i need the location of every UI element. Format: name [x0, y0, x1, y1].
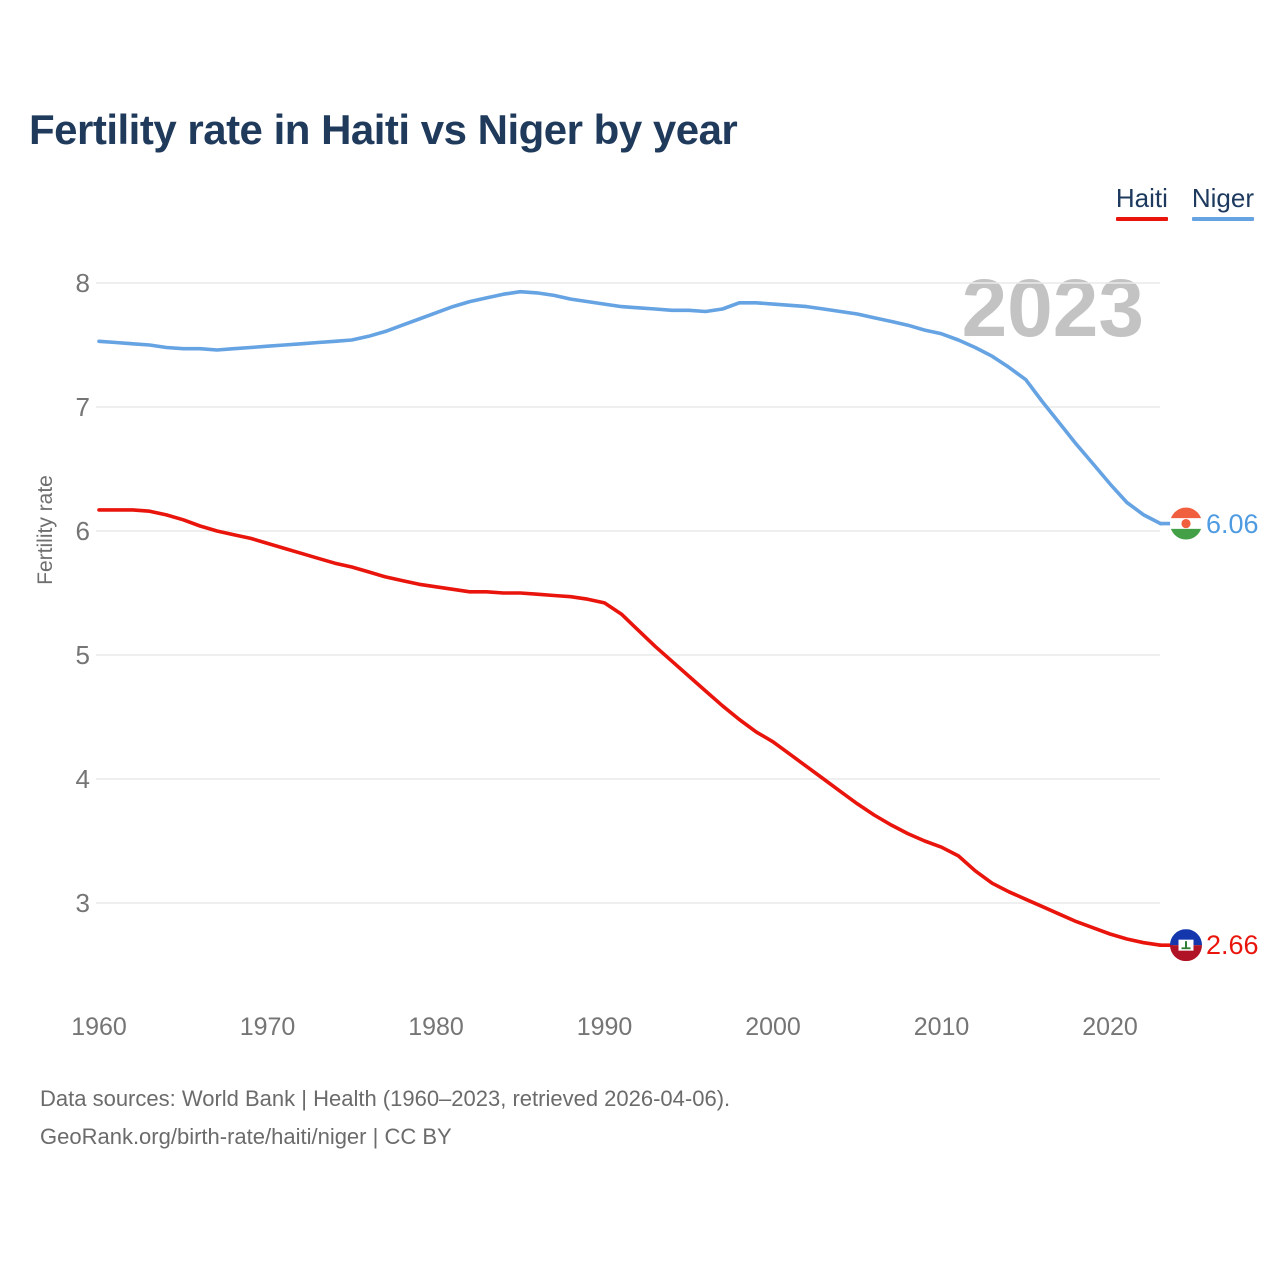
x-tick-1990: 1990: [576, 1013, 633, 1041]
series-line-haiti[interactable]: [97, 508, 1163, 948]
x-tick-2020: 2020: [1082, 1013, 1138, 1041]
year-watermark: 2023: [961, 263, 1144, 354]
series-line-niger[interactable]: [97, 289, 1163, 526]
x-tick-1960: 1960: [71, 1013, 127, 1041]
x-tick-2000: 2000: [745, 1013, 801, 1041]
legend-label-niger: Niger: [1191, 183, 1254, 213]
y-tick-5: 5: [75, 640, 90, 670]
legend-label-haiti: Haiti: [1115, 183, 1168, 213]
source-line-1: Data sources: World Bank | Health (1960–…: [40, 1086, 731, 1111]
y-tick-4: 4: [75, 764, 90, 794]
y-tick-6: 6: [75, 516, 90, 546]
y-tick-8: 8: [75, 268, 90, 298]
legend-underline-haiti: [1115, 217, 1168, 221]
x-tick-2010: 2010: [913, 1013, 970, 1041]
legend-item-haiti[interactable]: Haiti: [1115, 183, 1168, 221]
x-tick-1980: 1980: [408, 1013, 464, 1041]
source-footer: Data sources: World Bank | Health (1960–…: [40, 1080, 730, 1156]
end-value-niger: 6.06: [1206, 508, 1259, 539]
source-line-2: GeoRank.org/birth-rate/haiti/niger | CC …: [40, 1124, 452, 1149]
end-value-haiti: 2.66: [1206, 930, 1259, 961]
niger-flag-icon: [1170, 507, 1202, 540]
y-tick-3: 3: [75, 888, 90, 918]
legend: Haiti Niger: [1115, 183, 1254, 221]
y-tick-7: 7: [75, 392, 90, 422]
x-tick-1970: 1970: [239, 1013, 296, 1041]
page-title: Fertility rate in Haiti vs Niger by year: [29, 106, 738, 153]
legend-item-niger[interactable]: Niger: [1191, 183, 1254, 221]
haiti-flag-icon: [1170, 929, 1202, 962]
legend-underline-niger: [1191, 217, 1254, 221]
